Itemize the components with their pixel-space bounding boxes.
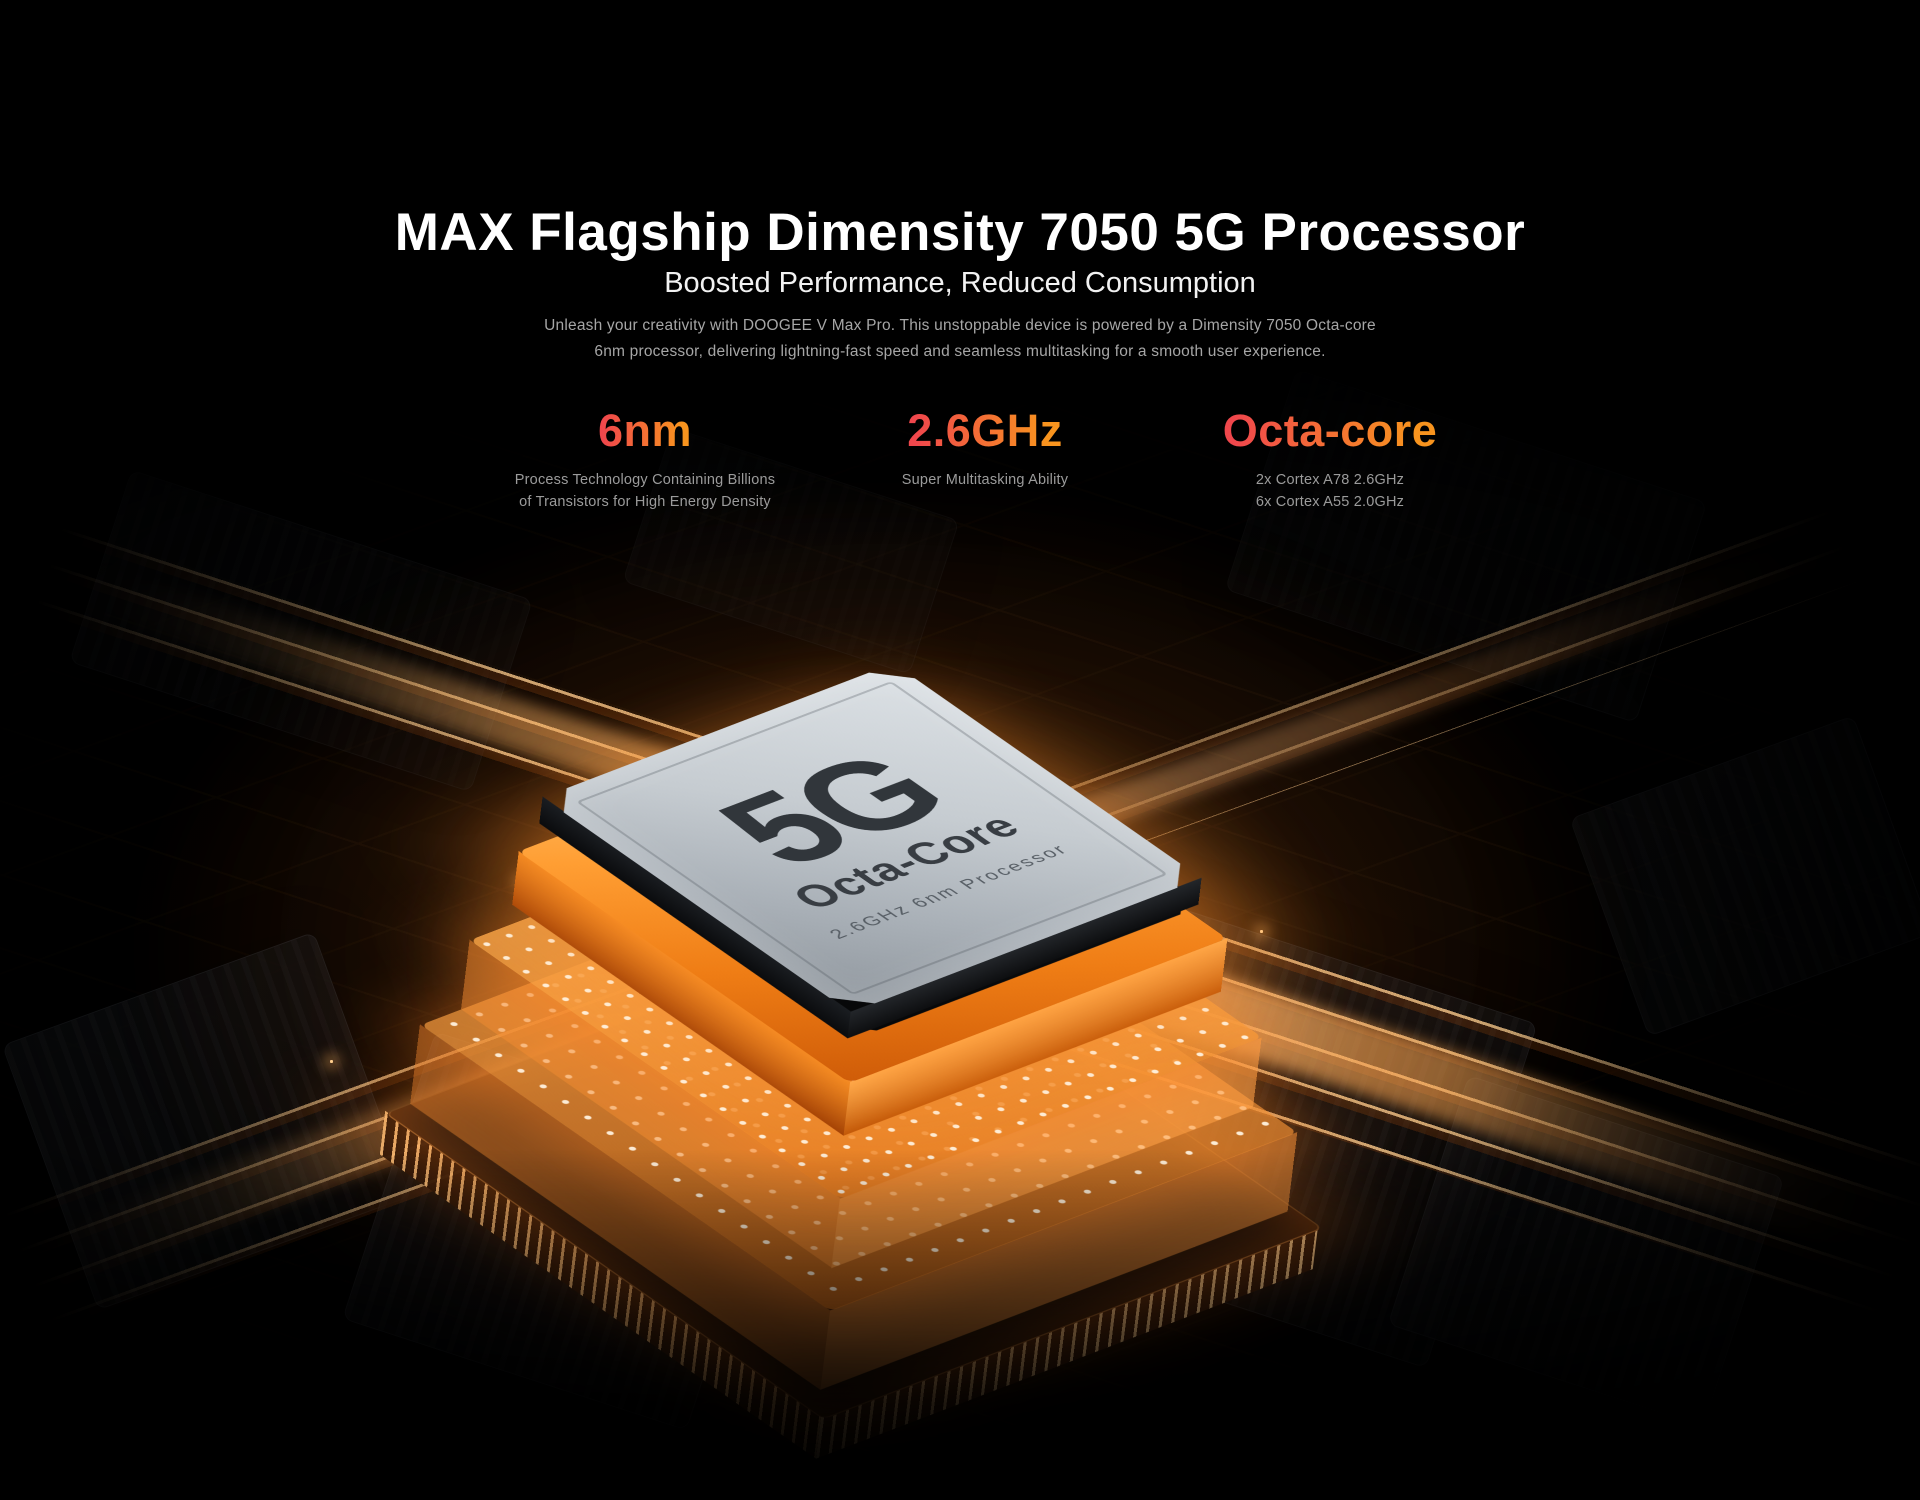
spark: [330, 1060, 333, 1063]
spark: [1260, 930, 1263, 933]
chip-core-label: Octa-Core: [780, 807, 1032, 917]
chip-5g-label: 5G: [684, 733, 980, 887]
chip-spec-label: 2.6GHz 6nm Processor: [824, 841, 1074, 943]
